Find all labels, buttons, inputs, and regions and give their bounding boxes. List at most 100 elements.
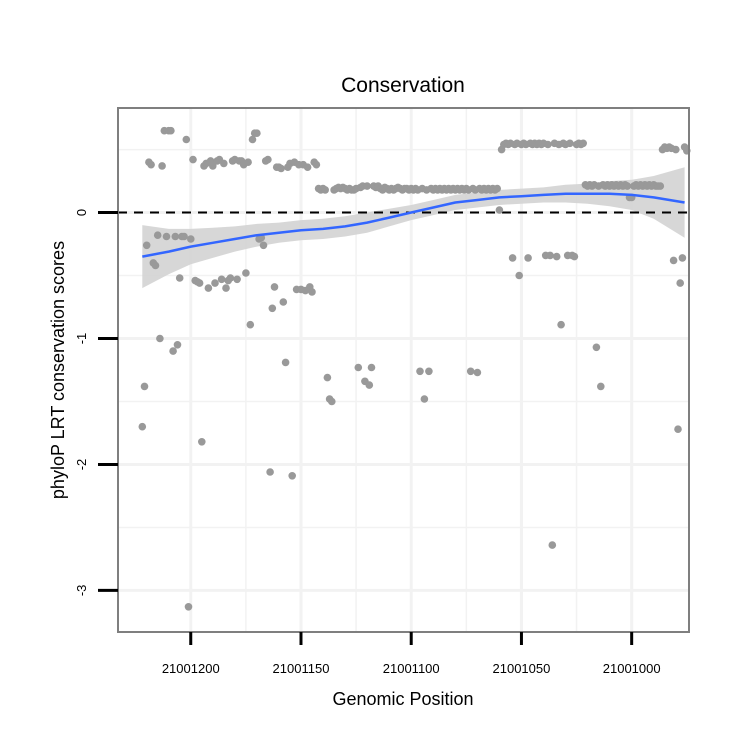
data-point (548, 541, 557, 549)
data-point (156, 334, 164, 343)
data-point (220, 159, 228, 168)
data-point (153, 231, 162, 239)
y-tick-label: -3 (74, 585, 89, 597)
data-point (363, 182, 371, 190)
data-point (656, 182, 665, 190)
data-point (211, 279, 219, 287)
data-point (158, 162, 166, 170)
data-point (425, 367, 433, 376)
data-point (672, 145, 680, 154)
data-point (195, 279, 204, 287)
data-point (162, 232, 171, 241)
data-point (495, 206, 504, 214)
x-tick-label: 21001200 (162, 661, 220, 676)
data-point (147, 160, 155, 169)
smooth-line-layer (142, 192, 685, 258)
data-point (281, 358, 290, 367)
data-point (217, 275, 226, 284)
data-point (365, 381, 374, 389)
y-axis-label: phyloP LRT conservation scores (48, 241, 68, 499)
data-point (233, 275, 241, 284)
data-point (570, 252, 579, 261)
data-point (367, 363, 376, 372)
data-point (678, 254, 687, 262)
data-point (244, 158, 252, 166)
data-point (566, 139, 574, 148)
x-tick-label: 21001050 (493, 661, 551, 676)
data-point (308, 288, 316, 296)
data-point (226, 274, 235, 282)
x-tick-label: 21001100 (383, 661, 440, 676)
data-point (187, 235, 195, 243)
data-point (270, 283, 279, 291)
data-point (579, 139, 587, 148)
x-axis-label: Genomic Position (332, 689, 473, 709)
y-axis: 0 -1 -2 -3 (74, 209, 118, 596)
data-point (140, 382, 149, 391)
data-point (524, 254, 532, 262)
data-point (674, 425, 682, 434)
x-tick-label: 21001000 (603, 661, 661, 676)
data-point (277, 164, 285, 173)
y-tick-label: -2 (74, 459, 89, 471)
data-point (182, 135, 191, 144)
data-point (288, 472, 297, 480)
data-point (175, 274, 184, 282)
grid (118, 108, 689, 632)
data-point (669, 256, 678, 265)
data-point (189, 155, 197, 164)
data-point (493, 184, 502, 193)
smooth-trend-line (142, 192, 685, 258)
data-point (420, 395, 429, 403)
scatter-points (138, 126, 691, 611)
data-point (466, 367, 475, 376)
data-point (142, 241, 151, 250)
data-point (354, 363, 363, 372)
data-point (167, 126, 175, 135)
data-point (515, 271, 523, 280)
data-point (473, 368, 482, 377)
data-point (597, 382, 605, 391)
data-point (138, 422, 147, 431)
data-point (246, 320, 255, 329)
y-tick-label: -1 (74, 333, 89, 345)
data-point (552, 252, 561, 261)
data-point (279, 298, 288, 306)
y-tick-label: 0 (74, 209, 89, 216)
data-point (323, 373, 332, 382)
data-point (264, 155, 272, 164)
data-point (248, 135, 257, 144)
panel-border (117, 107, 690, 633)
data-point (222, 284, 230, 292)
chart-title: Conservation (341, 74, 465, 97)
data-point (242, 269, 250, 277)
data-point (171, 232, 180, 241)
data-point (328, 397, 336, 406)
data-point (268, 304, 277, 313)
data-point (321, 186, 330, 194)
data-point (312, 160, 321, 169)
data-point (184, 603, 193, 611)
data-point (209, 162, 217, 170)
data-point (180, 232, 188, 241)
confidence-band (142, 167, 685, 289)
x-axis: 21001200 21001150 21001100 21001050 21001000 (162, 632, 661, 676)
data-point (557, 320, 565, 329)
data-point (676, 279, 684, 287)
data-point (623, 182, 632, 190)
data-point (544, 140, 552, 149)
data-point (198, 438, 206, 446)
data-point (259, 241, 268, 250)
data-point (416, 367, 424, 376)
data-point (266, 468, 274, 476)
data-point (173, 341, 182, 349)
data-point (169, 347, 177, 355)
data-point (592, 343, 601, 352)
data-point (253, 129, 261, 137)
data-point (546, 251, 554, 260)
data-point (303, 163, 312, 171)
data-point (151, 261, 160, 270)
x-tick-label: 21001150 (273, 661, 330, 676)
data-point (508, 254, 517, 262)
